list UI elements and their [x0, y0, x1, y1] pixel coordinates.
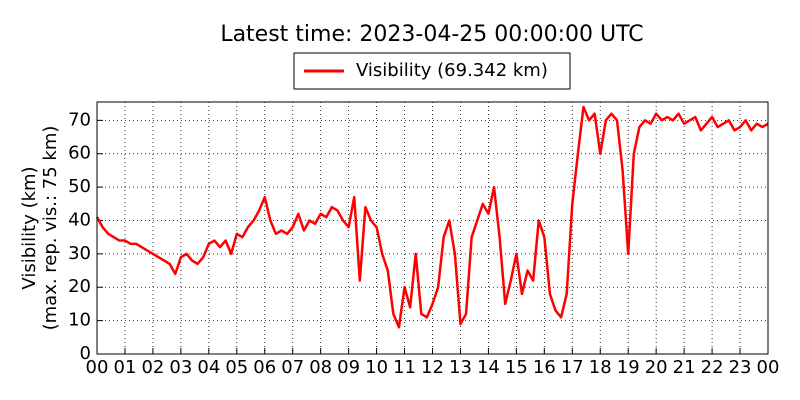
x-tick-label: 22: [701, 357, 724, 378]
x-tick-label: 20: [645, 357, 668, 378]
y-tick-label: 10: [68, 310, 91, 331]
x-tick-label: 04: [197, 357, 220, 378]
plot-frame: [96, 101, 769, 355]
y-tick-label: 40: [68, 209, 91, 230]
x-tick-label: 15: [505, 357, 528, 378]
x-tick-label: 00: [757, 357, 780, 378]
x-tick-label: 23: [729, 357, 752, 378]
chart-title: Latest time: 2023-04-25 00:00:00 UTC: [220, 22, 643, 47]
x-tick-label: 07: [281, 357, 304, 378]
y-tick-label: 60: [68, 143, 91, 164]
x-tick-label: 11: [393, 357, 416, 378]
x-tick-label: 08: [309, 357, 332, 378]
x-tick-label: 10: [365, 357, 388, 378]
x-tick-label: 19: [617, 357, 640, 378]
x-tick-label: 18: [589, 357, 612, 378]
y-tick-label: 0: [80, 343, 91, 364]
y-tick-label: 70: [68, 109, 91, 130]
x-tick-label: 16: [533, 357, 556, 378]
y-tick-label: 30: [68, 243, 91, 264]
x-tick-label: 03: [169, 357, 192, 378]
data-line: [95, 105, 769, 329]
x-tick-label: 14: [477, 357, 500, 378]
x-tick-label: 05: [225, 357, 248, 378]
x-tick-label: 17: [561, 357, 584, 378]
x-tick-label: 02: [141, 357, 164, 378]
x-tick-label: 21: [673, 357, 696, 378]
x-tick-label: 13: [449, 357, 472, 378]
x-tick-label: 01: [114, 357, 137, 378]
y-tick-label: 20: [68, 276, 91, 297]
x-tick-label: 06: [253, 357, 276, 378]
x-tick-label: 09: [337, 357, 360, 378]
x-tick-label: 12: [421, 357, 444, 378]
y-axis-label: Visibility (km): [19, 166, 40, 289]
x-tick-label: 00: [86, 357, 109, 378]
legend-label: Visibility (69.342 km): [356, 60, 548, 81]
y-tick-label: 50: [68, 176, 91, 197]
y-axis-label: (max. rep. vis.: 75 km): [40, 126, 61, 331]
